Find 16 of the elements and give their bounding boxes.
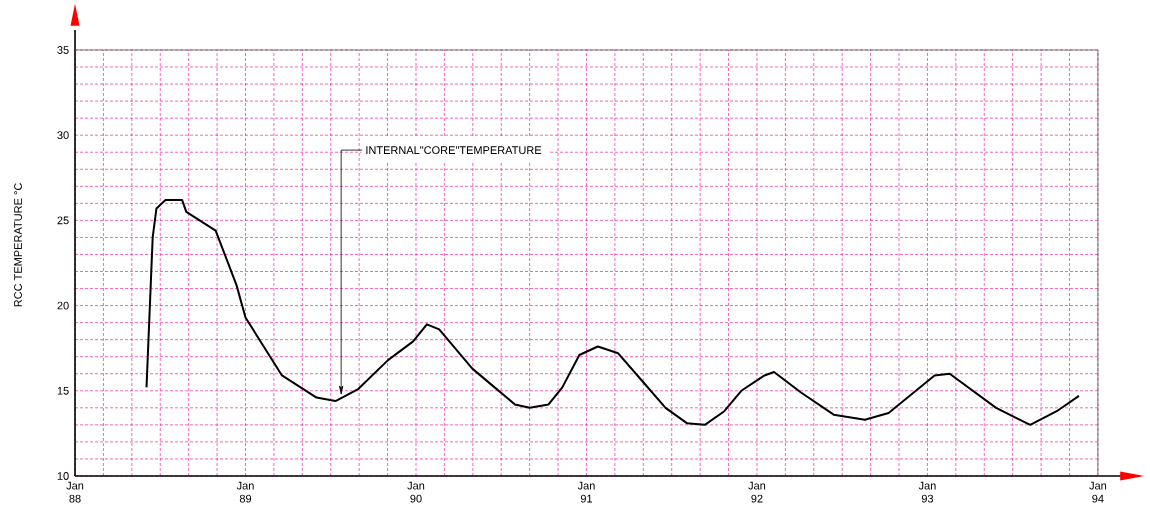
y-axis-title: RCC TEMPERATURE °C <box>14 183 22 307</box>
y-tick-label: 15 <box>57 386 69 395</box>
x-tick-label: Jan 92 <box>748 481 766 503</box>
y-tick-label: 20 <box>57 301 69 310</box>
x-tick-label: Jan 93 <box>918 481 936 503</box>
y-tick-label: 35 <box>57 46 69 54</box>
x-tick-label: Jan 90 <box>407 481 425 503</box>
x-tick-label: Jan 94 <box>1089 481 1107 503</box>
annotation: INTERNAL"CORE"TEMPERATURE <box>366 146 542 154</box>
line-series <box>145 198 1080 426</box>
y-tick-label: 25 <box>57 216 69 225</box>
x-tick-label: Jan 91 <box>577 481 595 503</box>
x-tick-label: Jan 89 <box>236 481 254 503</box>
y-tick-label: 10 <box>57 472 69 480</box>
x-tick-label: Jan 88 <box>66 481 84 503</box>
y-tick-label: 30 <box>57 131 69 140</box>
